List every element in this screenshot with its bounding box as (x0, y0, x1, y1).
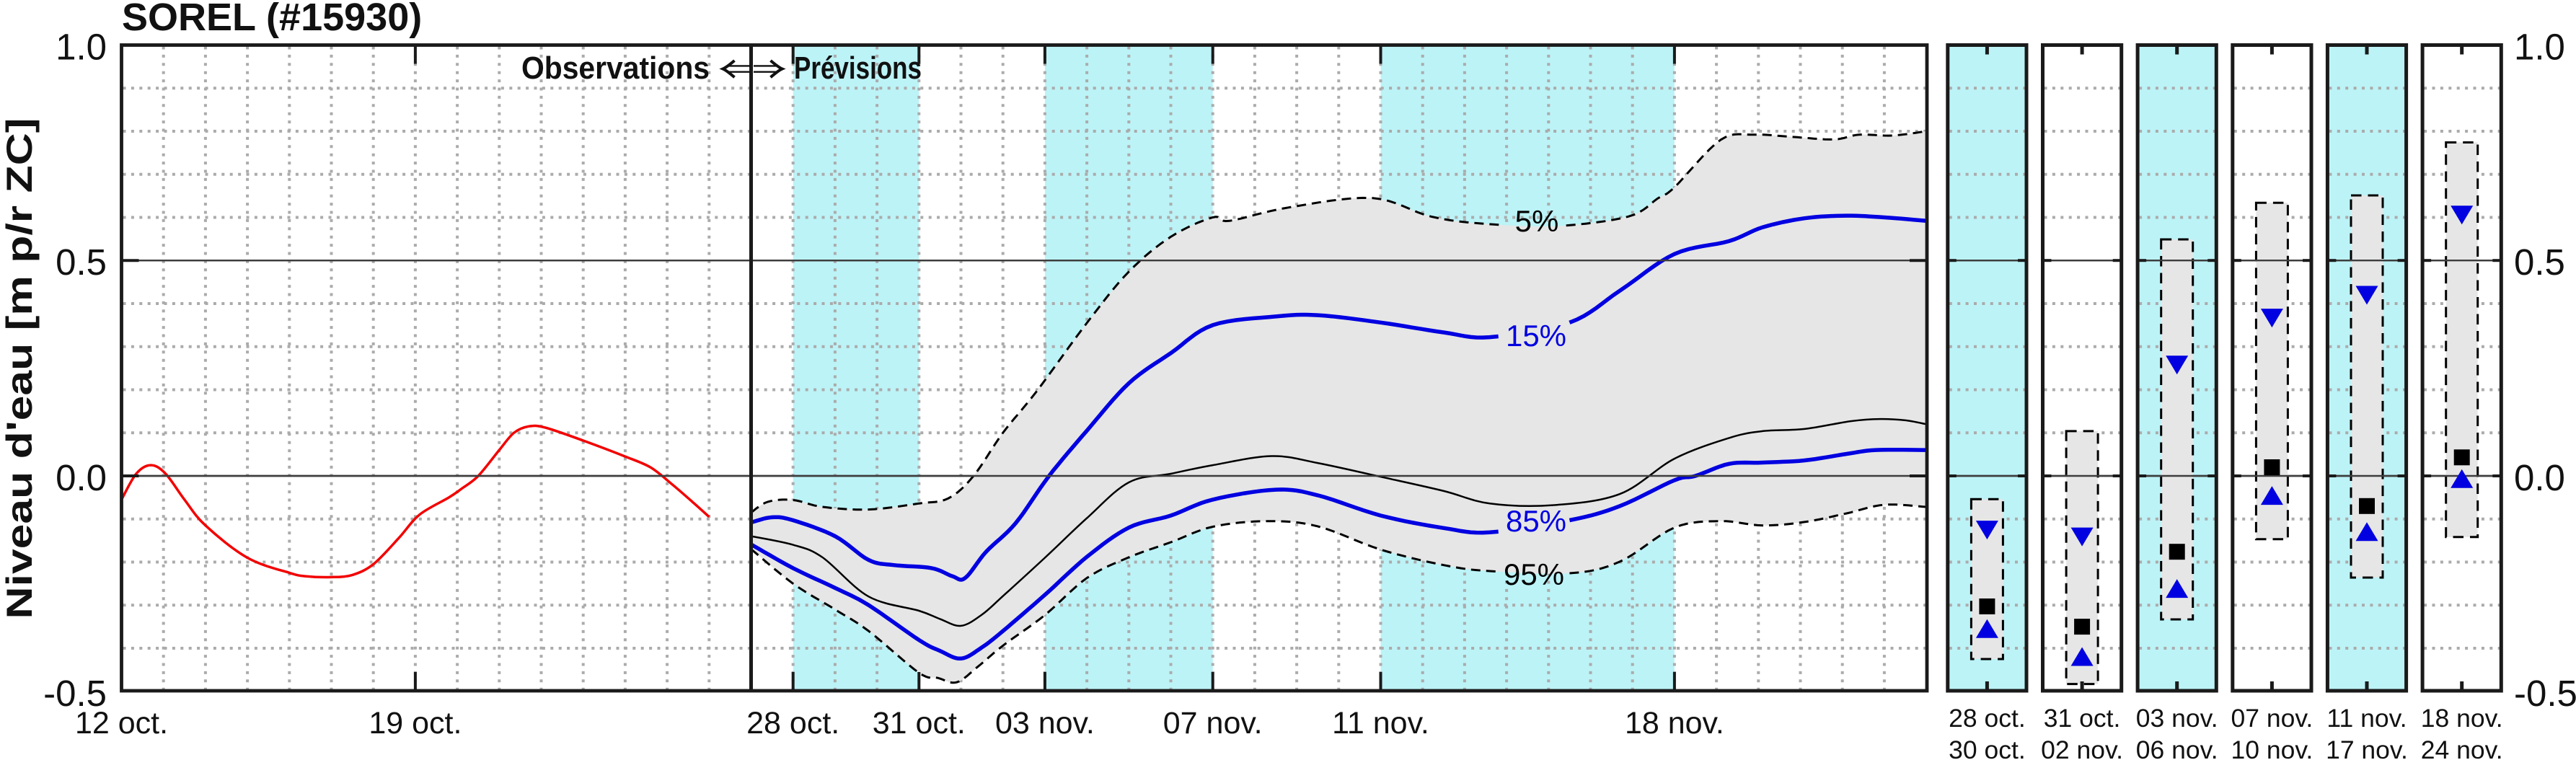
svg-text:07 nov.: 07 nov. (2231, 704, 2313, 733)
svg-text:03 nov.: 03 nov. (2136, 704, 2218, 733)
svg-text:06 nov.: 06 nov. (2136, 735, 2218, 760)
svg-text:31 oct.: 31 oct. (873, 706, 966, 741)
svg-text:SOREL (#15930): SOREL (#15930) (122, 0, 422, 39)
svg-text:0.5: 0.5 (2514, 242, 2565, 283)
svg-text:24 nov.: 24 nov. (2421, 735, 2503, 760)
svg-text:03 nov.: 03 nov. (995, 706, 1095, 741)
svg-text:0.5: 0.5 (56, 242, 107, 283)
svg-text:11 nov.: 11 nov. (1332, 706, 1429, 741)
svg-text:31 oct.: 31 oct. (2044, 704, 2121, 733)
svg-text:19 oct.: 19 oct. (369, 706, 462, 741)
svg-text:Niveau d'eau [m p/r ZC]: Niveau d'eau [m p/r ZC] (0, 118, 40, 619)
svg-text:02 nov.: 02 nov. (2041, 735, 2123, 760)
svg-text:95%: 95% (1504, 557, 1564, 591)
svg-text:18 nov.: 18 nov. (1625, 706, 1724, 741)
svg-text:11 nov.: 11 nov. (2326, 704, 2407, 733)
svg-text:Prévisions: Prévisions (794, 50, 922, 86)
svg-text:10 nov.: 10 nov. (2231, 735, 2313, 760)
svg-text:18 nov.: 18 nov. (2421, 704, 2503, 733)
svg-text:12 oct.: 12 oct. (75, 706, 168, 741)
svg-text:30 oct.: 30 oct. (1949, 735, 2026, 760)
svg-text:17 nov.: 17 nov. (2326, 735, 2408, 760)
svg-text:1.0: 1.0 (56, 27, 107, 68)
svg-text:5%: 5% (1515, 204, 1559, 238)
svg-text:0.0: 0.0 (56, 457, 107, 498)
svg-text:28 oct.: 28 oct. (1949, 704, 2026, 733)
svg-text:15%: 15% (1506, 319, 1566, 353)
svg-text:85%: 85% (1506, 504, 1566, 538)
svg-text:28 oct.: 28 oct. (746, 706, 839, 741)
svg-text:0.0: 0.0 (2514, 457, 2565, 498)
svg-text:-0.5: -0.5 (43, 673, 107, 714)
svg-text:07 nov.: 07 nov. (1163, 706, 1263, 741)
svg-text:1.0: 1.0 (2514, 27, 2565, 68)
svg-text:-0.5: -0.5 (2514, 673, 2576, 714)
svg-text:Observations: Observations (521, 50, 710, 86)
